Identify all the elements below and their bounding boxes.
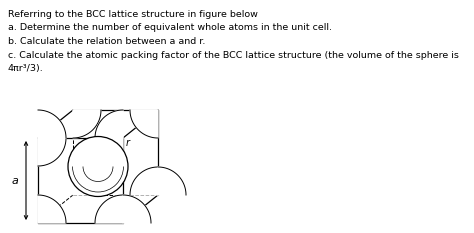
- Text: c. Calculate the atomic packing factor of the BCC lattice structure (the volume : c. Calculate the atomic packing factor o…: [8, 51, 459, 59]
- Text: Referring to the BCC lattice structure in figure below: Referring to the BCC lattice structure i…: [8, 10, 258, 19]
- Polygon shape: [130, 167, 158, 195]
- Text: r: r: [126, 138, 129, 148]
- Text: 4πr³/3).: 4πr³/3).: [8, 64, 44, 73]
- Polygon shape: [38, 195, 66, 223]
- Polygon shape: [73, 110, 101, 138]
- Polygon shape: [38, 110, 66, 138]
- Text: a: a: [11, 175, 18, 185]
- Text: a. Determine the number of equivalent whole atoms in the unit cell.: a. Determine the number of equivalent wh…: [8, 24, 332, 32]
- Circle shape: [68, 137, 128, 196]
- Polygon shape: [95, 195, 123, 223]
- Polygon shape: [158, 167, 186, 195]
- Polygon shape: [95, 110, 123, 138]
- Polygon shape: [130, 110, 158, 138]
- Polygon shape: [123, 195, 151, 223]
- Polygon shape: [38, 138, 66, 166]
- Text: b. Calculate the relation between a and r.: b. Calculate the relation between a and …: [8, 37, 205, 46]
- Polygon shape: [73, 167, 101, 195]
- Polygon shape: [95, 138, 123, 166]
